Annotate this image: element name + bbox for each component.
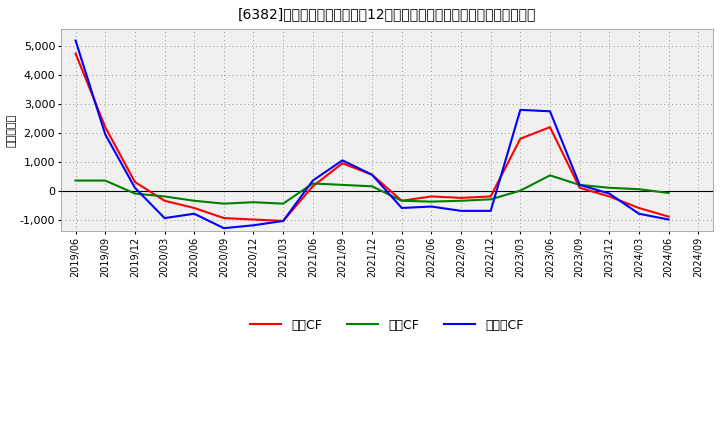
投資CF [427, 199, 436, 204]
フリーCF [308, 178, 317, 183]
営業CF [487, 194, 495, 199]
投資CF [338, 182, 347, 187]
Y-axis label: （百万円）: （百万円） [7, 114, 17, 147]
Line: 営業CF: 営業CF [76, 54, 669, 221]
営業CF [665, 214, 673, 219]
フリーCF [487, 208, 495, 213]
投資CF [101, 178, 109, 183]
フリーCF [456, 208, 465, 213]
フリーCF [397, 205, 406, 211]
フリーCF [634, 211, 643, 216]
投資CF [546, 173, 554, 178]
Line: フリーCF: フリーCF [76, 40, 669, 228]
投資CF [130, 191, 139, 196]
営業CF [71, 51, 80, 56]
営業CF [101, 125, 109, 130]
フリーCF [190, 211, 199, 216]
営業CF [397, 198, 406, 203]
Legend: 営業CF, 投資CF, フリーCF: 営業CF, 投資CF, フリーCF [245, 314, 529, 337]
投資CF [368, 183, 377, 189]
フリーCF [161, 216, 169, 221]
Line: 投資CF: 投資CF [76, 176, 669, 204]
投資CF [220, 201, 228, 206]
営業CF [220, 216, 228, 221]
営業CF [279, 218, 287, 224]
Title: [6382]　キャッシュフローの12か月移動合計の対前年同期増減額の推移: [6382] キャッシュフローの12か月移動合計の対前年同期増減額の推移 [238, 7, 536, 21]
投資CF [575, 182, 584, 187]
営業CF [456, 195, 465, 201]
営業CF [308, 183, 317, 189]
投資CF [71, 178, 80, 183]
投資CF [665, 191, 673, 196]
フリーCF [665, 217, 673, 222]
投資CF [605, 185, 613, 191]
営業CF [605, 194, 613, 199]
投資CF [279, 201, 287, 206]
営業CF [634, 205, 643, 211]
フリーCF [130, 185, 139, 191]
フリーCF [279, 218, 287, 224]
フリーCF [546, 109, 554, 114]
フリーCF [368, 172, 377, 177]
フリーCF [575, 182, 584, 187]
フリーCF [605, 191, 613, 196]
投資CF [516, 188, 525, 193]
フリーCF [516, 107, 525, 113]
営業CF [130, 180, 139, 185]
投資CF [487, 197, 495, 202]
フリーCF [101, 132, 109, 137]
営業CF [161, 198, 169, 203]
投資CF [397, 198, 406, 203]
営業CF [516, 136, 525, 141]
営業CF [575, 185, 584, 191]
フリーCF [249, 223, 258, 228]
投資CF [161, 194, 169, 199]
フリーCF [71, 38, 80, 43]
フリーCF [427, 204, 436, 209]
投資CF [249, 200, 258, 205]
投資CF [634, 187, 643, 192]
営業CF [338, 161, 347, 166]
フリーCF [338, 158, 347, 163]
営業CF [546, 125, 554, 130]
営業CF [249, 217, 258, 222]
投資CF [308, 181, 317, 186]
投資CF [456, 198, 465, 203]
営業CF [190, 205, 199, 211]
投資CF [190, 198, 199, 203]
営業CF [368, 172, 377, 177]
フリーCF [220, 226, 228, 231]
営業CF [427, 194, 436, 199]
